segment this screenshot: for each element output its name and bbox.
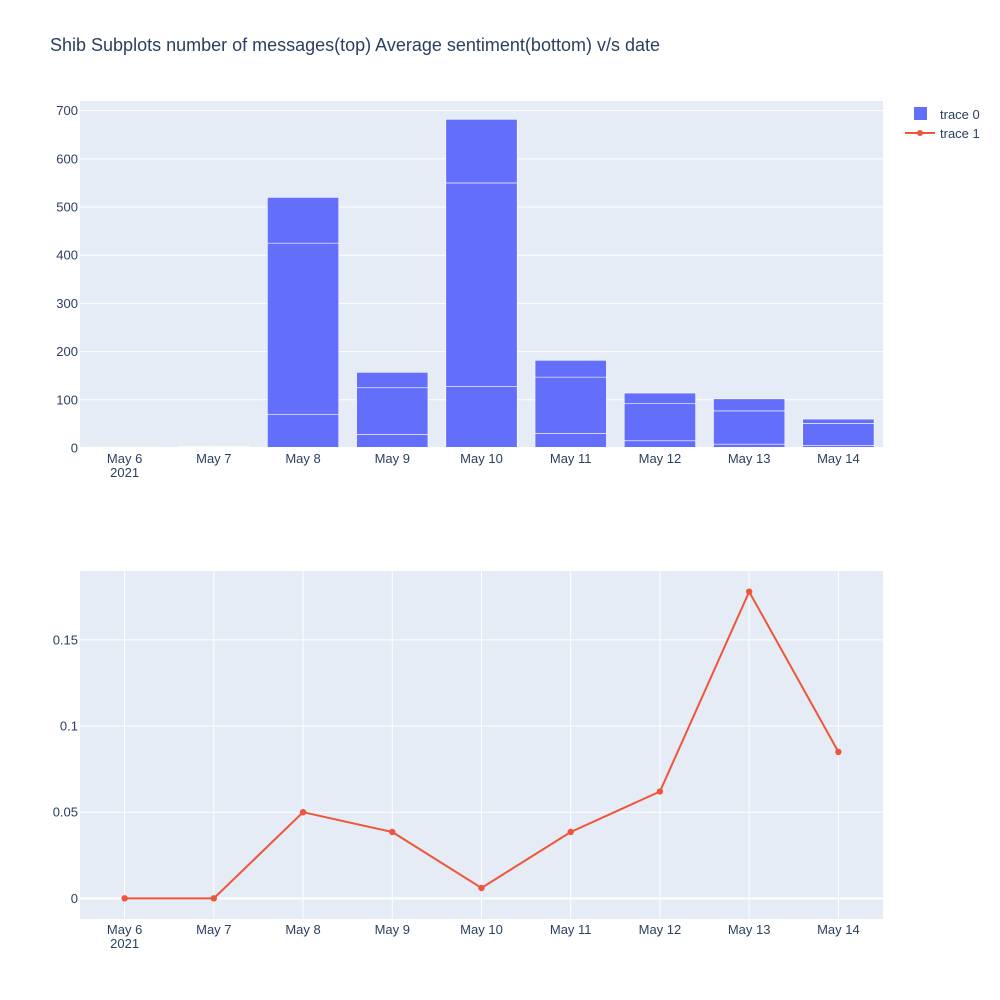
bar-segment[interactable] — [267, 413, 340, 449]
data-point[interactable] — [745, 588, 753, 595]
x-tick-label: May 11 — [550, 451, 592, 466]
legend-label-trace-1: trace 1 — [940, 126, 980, 141]
data-point[interactable] — [656, 788, 664, 795]
y-tick-label: 0.05 — [53, 805, 78, 820]
legend-item-trace-0[interactable]: trace 0 — [914, 107, 980, 122]
bottom-gridlines — [80, 571, 883, 919]
x-tick-label: May 12 — [639, 922, 682, 937]
data-point[interactable] — [121, 895, 128, 902]
x-tick-year-label: 2021 — [110, 465, 139, 480]
x-tick-label: May 6 — [107, 451, 142, 466]
y-tick-label: 600 — [56, 151, 78, 166]
data-point[interactable] — [389, 828, 396, 836]
data-point[interactable] — [567, 828, 574, 836]
y-tick-label: 200 — [56, 344, 78, 359]
legend-marker-icon — [917, 130, 923, 136]
legend-label-trace-0: trace 0 — [940, 107, 980, 122]
y-tick-label: 0 — [71, 441, 78, 456]
x-tick-label: May 13 — [728, 451, 771, 466]
x-tick-label: May 10 — [460, 451, 503, 466]
x-tick-label: May 7 — [196, 922, 231, 937]
y-tick-label: 0.1 — [60, 719, 78, 734]
bar-segment[interactable] — [802, 418, 875, 424]
data-point[interactable] — [478, 884, 485, 892]
bar-segment[interactable] — [623, 392, 696, 404]
bar-segment[interactable] — [623, 403, 696, 442]
x-tick-label: May 14 — [817, 451, 860, 466]
bar-segment[interactable] — [534, 376, 607, 434]
data-point[interactable] — [299, 808, 307, 816]
bar-segment[interactable] — [802, 423, 875, 446]
x-tick-label: May 8 — [285, 451, 320, 466]
data-point[interactable] — [210, 895, 218, 902]
bar-segment[interactable] — [267, 242, 340, 415]
bar-segment[interactable] — [534, 433, 607, 449]
bar-segment[interactable] — [267, 197, 340, 244]
legend-item-trace-1[interactable]: trace 1 — [905, 126, 980, 141]
bar-segment[interactable] — [445, 182, 518, 387]
top-y-tick-labels: 0 100 200 300 400 500 600 700 — [56, 103, 78, 455]
bar-segment[interactable] — [713, 410, 786, 445]
chart-title: Shib Subplots number of messages(top) Av… — [50, 35, 660, 55]
y-tick-label: 400 — [56, 248, 78, 263]
bar-segment[interactable] — [713, 398, 786, 412]
x-tick-label: May 9 — [375, 922, 410, 937]
x-tick-label: May 13 — [728, 922, 771, 937]
bar-segment[interactable] — [177, 446, 250, 448]
legend[interactable]: trace 0 trace 1 — [905, 107, 980, 141]
bar-segment[interactable] — [356, 387, 429, 435]
x-tick-label: May 9 — [375, 451, 410, 466]
bar-segment[interactable] — [356, 372, 429, 389]
y-tick-label: 100 — [56, 392, 78, 407]
bar-segment[interactable] — [356, 434, 429, 449]
x-tick-year-label: 2021 — [110, 936, 139, 951]
x-tick-label: May 6 — [107, 922, 142, 937]
x-tick-label: May 8 — [285, 922, 320, 937]
bar-segment[interactable] — [534, 359, 607, 378]
y-tick-label: 300 — [56, 296, 78, 311]
x-tick-label: May 14 — [817, 922, 860, 937]
legend-square-icon — [914, 107, 927, 120]
bar-segment[interactable] — [445, 119, 518, 184]
x-tick-label: May 7 — [196, 451, 231, 466]
x-tick-label: May 11 — [550, 922, 592, 937]
bottom-line-series[interactable] — [121, 588, 842, 902]
bottom-y-tick-labels: 0 0.05 0.1 0.15 — [53, 632, 78, 905]
y-tick-label: 500 — [56, 200, 78, 215]
y-tick-label: 0 — [71, 891, 78, 906]
x-tick-label: May 12 — [639, 451, 682, 466]
x-tick-label: May 10 — [460, 922, 503, 937]
data-point[interactable] — [835, 748, 842, 756]
y-tick-label: 0.15 — [53, 632, 78, 647]
bar-segment[interactable] — [623, 440, 696, 449]
bar-segment[interactable] — [445, 386, 518, 449]
y-tick-label: 700 — [56, 103, 78, 118]
top-bars[interactable] — [80, 119, 883, 449]
